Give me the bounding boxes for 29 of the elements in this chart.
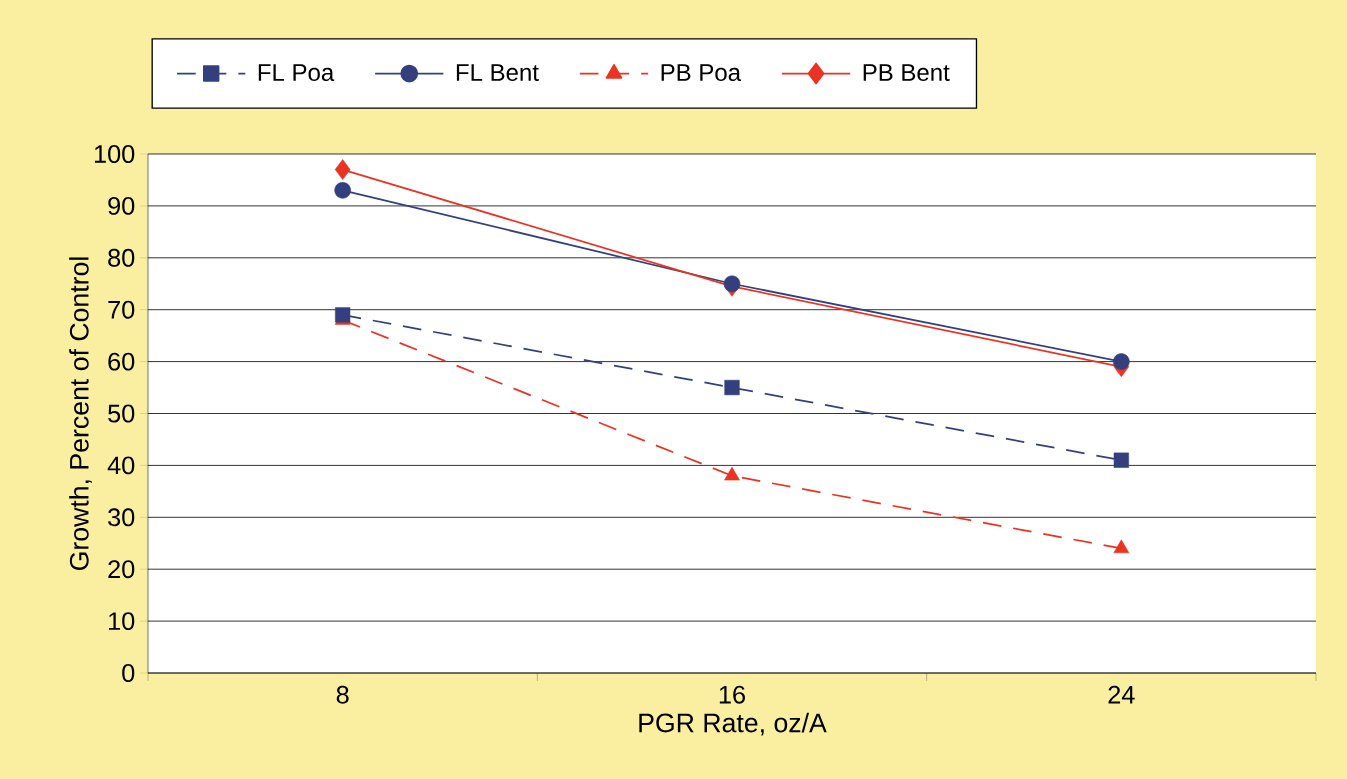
y-tick-label: 50 [108,404,135,423]
y-tick-label: 90 [108,196,135,215]
point [1113,539,1130,554]
y-tick-label: 30 [108,508,135,527]
point [334,159,351,180]
x-axis-title: PGR Rate, oz/A [639,712,827,736]
y-tick-label: 10 [109,612,135,631]
legend-label: FL Poa [258,64,335,81]
point [1113,353,1130,370]
y-tick-label: 60 [108,352,135,371]
legend-label: PB Poa [661,64,742,81]
x-tick-label: 24 [1108,685,1135,704]
y-tick-label: 100 [94,145,135,163]
legend-label: PB Bent [863,64,950,81]
y-tick-label: 0 [122,664,135,682]
point [334,182,351,199]
y-tick-label: 40 [107,456,135,475]
legend-label: FL Bent [456,64,539,81]
point [335,307,351,323]
y-tick-label: 80 [108,248,135,267]
x-tick-label: 16 [719,685,745,704]
y-axis-title: Growth, Percent of Control [69,257,92,571]
point [1113,452,1129,468]
x-tick-label: 8 [336,685,349,704]
point [724,379,740,396]
point [723,275,741,293]
point [724,466,740,481]
y-tick-label: 20 [108,560,135,579]
y-tick-label: 70 [108,300,135,319]
